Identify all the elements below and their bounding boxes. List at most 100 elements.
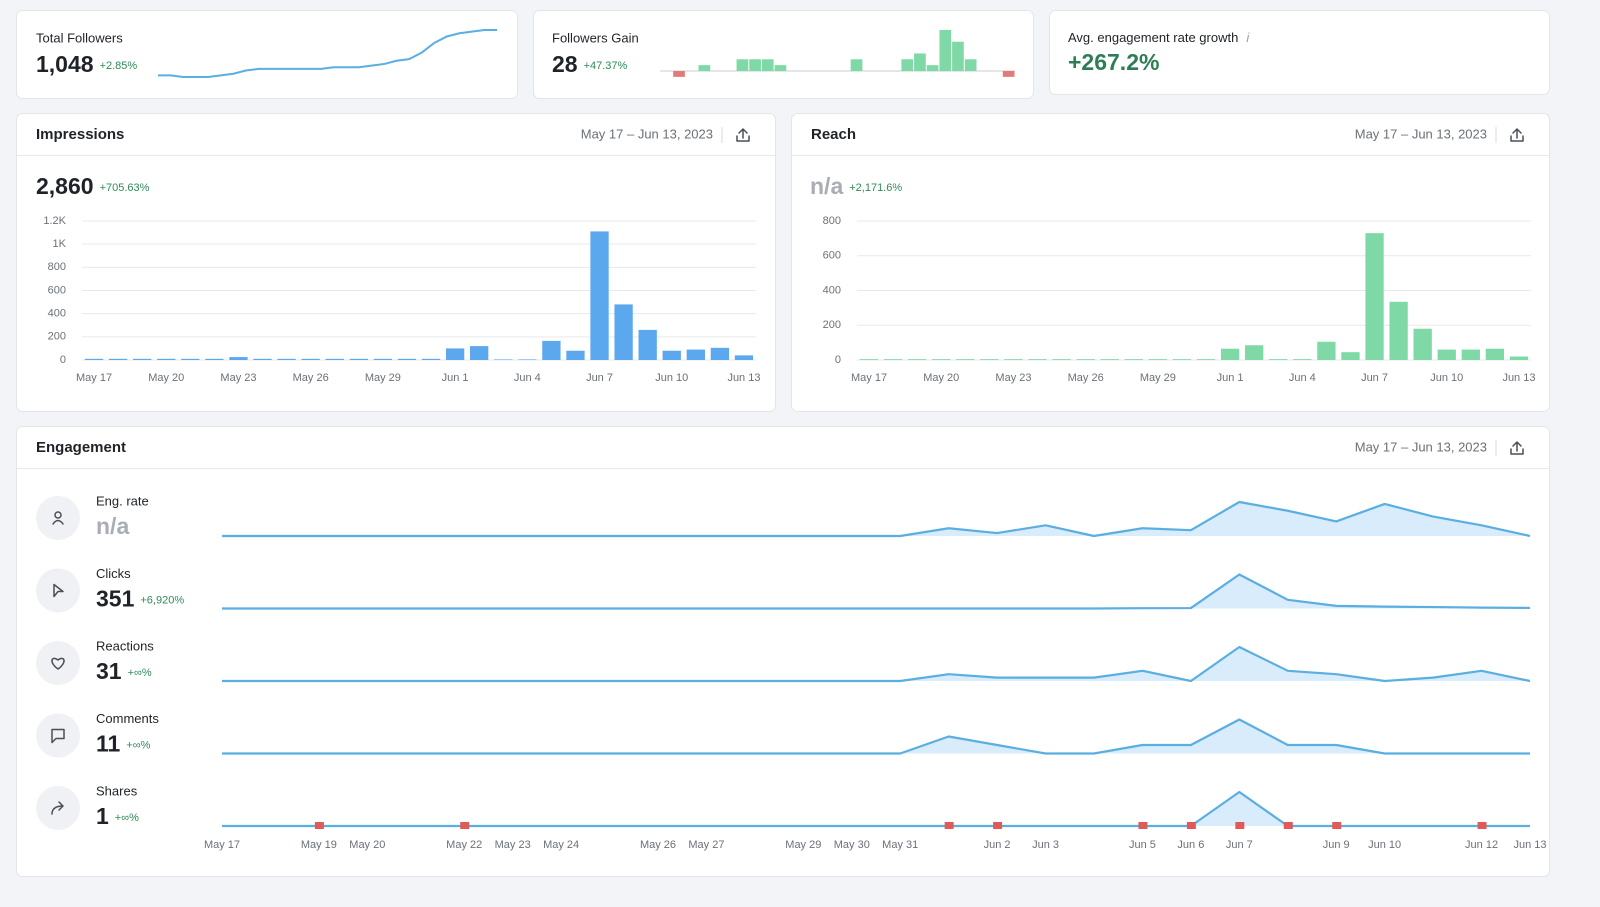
bar: [1509, 356, 1529, 360]
metric-number: n/a: [810, 173, 843, 199]
metric-number: 2,860: [36, 173, 94, 199]
bar: [277, 358, 296, 360]
bar: [445, 348, 465, 360]
metric-number: 31: [96, 658, 122, 684]
metric-label: Followers Gain: [552, 30, 639, 45]
flag: [993, 822, 1003, 829]
area-fill: [222, 719, 1530, 754]
bar: [1269, 359, 1288, 360]
row-icon: [52, 511, 64, 525]
bar: [774, 65, 787, 71]
x-tick-label: Jun 10: [1430, 372, 1463, 384]
x-tick-label: Jun 7: [1226, 839, 1253, 851]
bar: [1002, 71, 1015, 77]
row-label: Shares: [96, 783, 138, 798]
card: [16, 10, 518, 99]
bar: [470, 346, 489, 360]
bar: [133, 358, 152, 360]
bar: [749, 59, 761, 71]
bar: [397, 358, 417, 360]
x-tick-label: May 27: [688, 839, 724, 851]
icon-bg: [36, 786, 80, 830]
x-tick-label: May 17: [204, 839, 240, 851]
bar: [734, 355, 754, 360]
bar: [349, 358, 368, 360]
date-range: May 17 – Jun 13, 2023: [581, 126, 713, 141]
x-tick-label: May 26: [640, 839, 676, 851]
bar: [761, 59, 774, 71]
bar: [229, 357, 248, 360]
metric-change: +47.37%: [584, 60, 628, 72]
x-tick-label: Jun 10: [655, 372, 688, 384]
bar: [914, 53, 926, 71]
flag: [1283, 822, 1293, 829]
icon-bg: [36, 641, 80, 685]
bar: [494, 359, 513, 360]
metric-value: n/a +2,171.6%: [810, 173, 902, 199]
bar: [181, 358, 200, 360]
row-icon: [51, 801, 64, 815]
area-line: [222, 645, 1531, 683]
bar: [956, 359, 975, 360]
metric-change: +6,920%: [140, 594, 184, 606]
row-label: Reactions: [96, 638, 154, 653]
card: [16, 113, 776, 412]
bar: [157, 358, 176, 360]
metric-value: 11 +∞%: [96, 731, 151, 757]
metric-number: 28: [552, 51, 578, 77]
y-tick-label: 200: [823, 319, 841, 331]
area-fill: [222, 502, 1530, 536]
metric-value: 1 +∞%: [96, 803, 139, 829]
y-tick-label: 800: [48, 261, 66, 273]
bar: [108, 358, 128, 360]
y-tick-label: 0: [835, 354, 841, 366]
x-tick-label: Jun 6: [1177, 839, 1204, 851]
metric-value: 31 +∞%: [96, 658, 152, 684]
bar: [883, 359, 903, 360]
x-tick-label: Jun 4: [514, 372, 541, 384]
flag: [944, 822, 954, 829]
y-tick-label: 600: [823, 250, 841, 262]
flag: [314, 822, 324, 829]
bar: [1317, 341, 1336, 360]
metric-label: Avg. engagement rate growth i: [1068, 30, 1250, 45]
row-label: Clicks: [96, 566, 131, 581]
bar: [1245, 345, 1264, 360]
x-tick-label: May 29: [785, 839, 821, 851]
bar: [710, 347, 730, 360]
bar: [1100, 359, 1119, 360]
bar: [908, 359, 927, 360]
x-tick-label: May 22: [446, 839, 482, 851]
bar: [932, 359, 951, 360]
bar: [1485, 348, 1505, 360]
bar: [1437, 349, 1456, 360]
flag: [1186, 822, 1196, 829]
x-tick-label: May 26: [1068, 372, 1104, 384]
bar: [421, 358, 441, 360]
bar: [926, 65, 939, 71]
area-line: [222, 573, 1531, 610]
bar: [325, 358, 344, 360]
bar: [590, 231, 609, 360]
flag: [1477, 822, 1487, 829]
flag: [1332, 822, 1342, 829]
area-line: [222, 718, 1530, 755]
bar: [1124, 359, 1143, 360]
card: [1049, 10, 1550, 95]
y-tick-label: 400: [823, 284, 841, 296]
bar: [638, 329, 657, 360]
bar: [84, 358, 104, 360]
export-icon: [1510, 441, 1524, 455]
bar: [253, 358, 272, 360]
info-icon: i: [1246, 30, 1250, 45]
x-tick-label: May 26: [293, 372, 329, 384]
bar: [736, 59, 749, 71]
x-tick-label: May 20: [923, 372, 959, 384]
bar: [566, 350, 585, 360]
x-tick-label: May 31: [882, 839, 918, 851]
flag: [460, 822, 470, 829]
bar: [1028, 359, 1047, 360]
card: [791, 113, 1550, 412]
bar: [1341, 352, 1360, 360]
